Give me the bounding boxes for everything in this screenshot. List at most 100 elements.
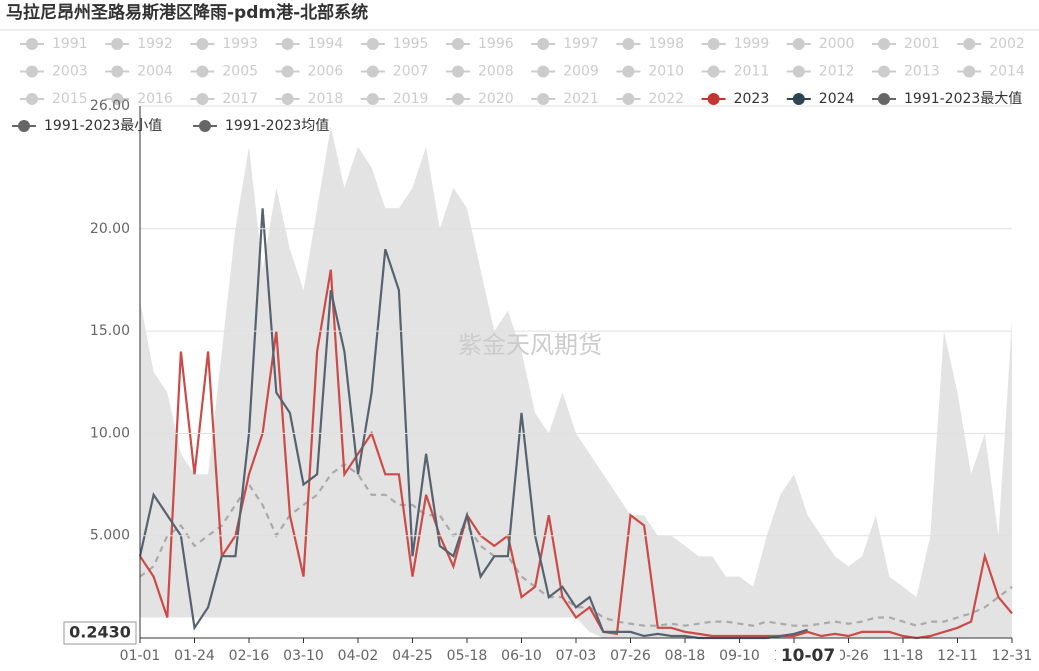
x-tick-label: 09-10 (719, 648, 760, 664)
legend-label[interactable]: 1995 (393, 36, 429, 52)
x-tick-label: 12-31 (992, 648, 1033, 664)
legend-icon (452, 65, 464, 78)
legend-icon (622, 38, 635, 50)
legend-icon (537, 38, 550, 50)
legend-icon (537, 93, 550, 105)
legend-label[interactable]: 2020 (478, 91, 514, 107)
legend-label[interactable]: 1996 (478, 36, 514, 52)
legend-icon (111, 38, 124, 50)
legend-icon (366, 93, 379, 105)
legend-icon (26, 65, 38, 78)
x-tick-label: 03-10 (283, 648, 324, 664)
x-tick-label: 07-26 (610, 648, 651, 664)
legend-label[interactable]: 2012 (819, 64, 855, 80)
legend-icon (281, 65, 294, 78)
legend-icon (281, 93, 294, 105)
legend-icon (963, 65, 976, 78)
x-tick-label: 01-24 (174, 648, 215, 664)
legend-label[interactable]: 2010 (648, 64, 684, 80)
legend-label[interactable]: 2014 (989, 64, 1025, 80)
pointer-x-box (776, 644, 840, 668)
watermark: 紫金天风期货 (458, 331, 602, 359)
legend-label[interactable]: 2017 (222, 91, 258, 107)
legend-label[interactable]: 2009 (563, 64, 599, 80)
legend-label[interactable]: 2003 (52, 64, 88, 80)
legend-icon (111, 65, 124, 78)
legend-icon (878, 38, 890, 50)
x-tick-label: 12-11 (937, 648, 978, 664)
legend-icon (792, 93, 805, 105)
chart-title: 马拉尼昂州圣路易斯港区降雨-pdm港-北部系统 (6, 2, 368, 23)
legend-label[interactable]: 2015 (52, 91, 88, 107)
x-tick-label: 06-10 (501, 648, 542, 664)
legend-label[interactable]: 1999 (734, 36, 770, 52)
legend-label[interactable]: 1998 (648, 36, 684, 52)
legend-label[interactable]: 2000 (819, 36, 855, 52)
legend-icon (281, 38, 294, 50)
legend-icon (26, 93, 38, 105)
legend-label[interactable]: 2007 (393, 64, 429, 80)
legend-icon (792, 65, 805, 78)
legend-icon (707, 65, 720, 78)
legend-icon (196, 93, 209, 105)
legend-label[interactable]: 2016 (137, 91, 173, 107)
legend-icon (366, 38, 379, 50)
area (140, 126, 1012, 638)
legend-icon (537, 65, 550, 78)
pointer-y-label: 0.2430 (69, 623, 131, 642)
legend-label[interactable]: 2018 (308, 91, 344, 107)
legend-icon (622, 93, 635, 105)
y-tick-label: 20.00 (90, 221, 130, 237)
x-tick-label: 07-03 (556, 648, 597, 664)
x-tick-label: 11-18 (883, 648, 924, 664)
legend-label[interactable]: 2011 (734, 64, 770, 80)
legend-icon (196, 38, 209, 50)
x-tick-label: 01-01 (120, 648, 161, 664)
legend-icon (622, 65, 635, 78)
y-tick-label: 10.00 (90, 425, 130, 441)
pointer-y-box (63, 621, 137, 645)
legend-icon (707, 38, 720, 50)
legend-label[interactable]: 1997 (563, 36, 599, 52)
y-tick-label: 5.000 (90, 528, 130, 544)
legend-icon (452, 93, 464, 105)
plot (138, 126, 1013, 640)
legend-label[interactable]: 2024 (819, 91, 855, 107)
legend-label[interactable]: 2023 (734, 91, 770, 107)
legend-label[interactable]: 1991-2023最小值 (44, 118, 162, 134)
legend-icon (452, 38, 464, 50)
legend-label[interactable]: 1994 (308, 36, 344, 52)
legend-label[interactable]: 2004 (137, 64, 173, 80)
area (140, 617, 1012, 638)
series-line (139, 269, 1013, 640)
pointer-x-label: 10-07 (781, 646, 835, 666)
x-tick-label: 04-25 (392, 648, 433, 664)
y-tick-label: 15.00 (90, 323, 130, 339)
legend-label[interactable]: 2021 (563, 91, 599, 107)
legend-label[interactable]: 2008 (478, 64, 514, 80)
legend-label[interactable]: 1991-2023最大值 (904, 91, 1022, 107)
legend-icon (26, 38, 38, 50)
legend-label[interactable]: 1991-2023均值 (225, 118, 329, 134)
legend-icon (792, 38, 805, 50)
legend-label[interactable]: 1991 (52, 36, 88, 52)
legend-icon (18, 120, 30, 132)
legend-label[interactable]: 2022 (648, 91, 684, 107)
legend-icon (878, 65, 890, 78)
legend-label[interactable]: 1992 (137, 36, 173, 52)
x-tick-label: 08-18 (665, 648, 706, 664)
legend-icon (963, 38, 976, 50)
legend-icon (878, 93, 890, 105)
legend-icon (707, 93, 720, 105)
legend-label[interactable]: 2005 (222, 64, 258, 80)
legend-label[interactable]: 2019 (393, 91, 429, 107)
legend-label[interactable]: 2006 (308, 64, 344, 80)
x-tick-label: 05-18 (447, 648, 488, 664)
legend-label[interactable]: 1993 (222, 36, 258, 52)
legend-label[interactable]: 2013 (904, 64, 940, 80)
legend-icon (196, 65, 209, 78)
legend-icon (199, 120, 211, 132)
legend-label[interactable]: 2002 (989, 36, 1025, 52)
legend-label[interactable]: 2001 (904, 36, 940, 52)
